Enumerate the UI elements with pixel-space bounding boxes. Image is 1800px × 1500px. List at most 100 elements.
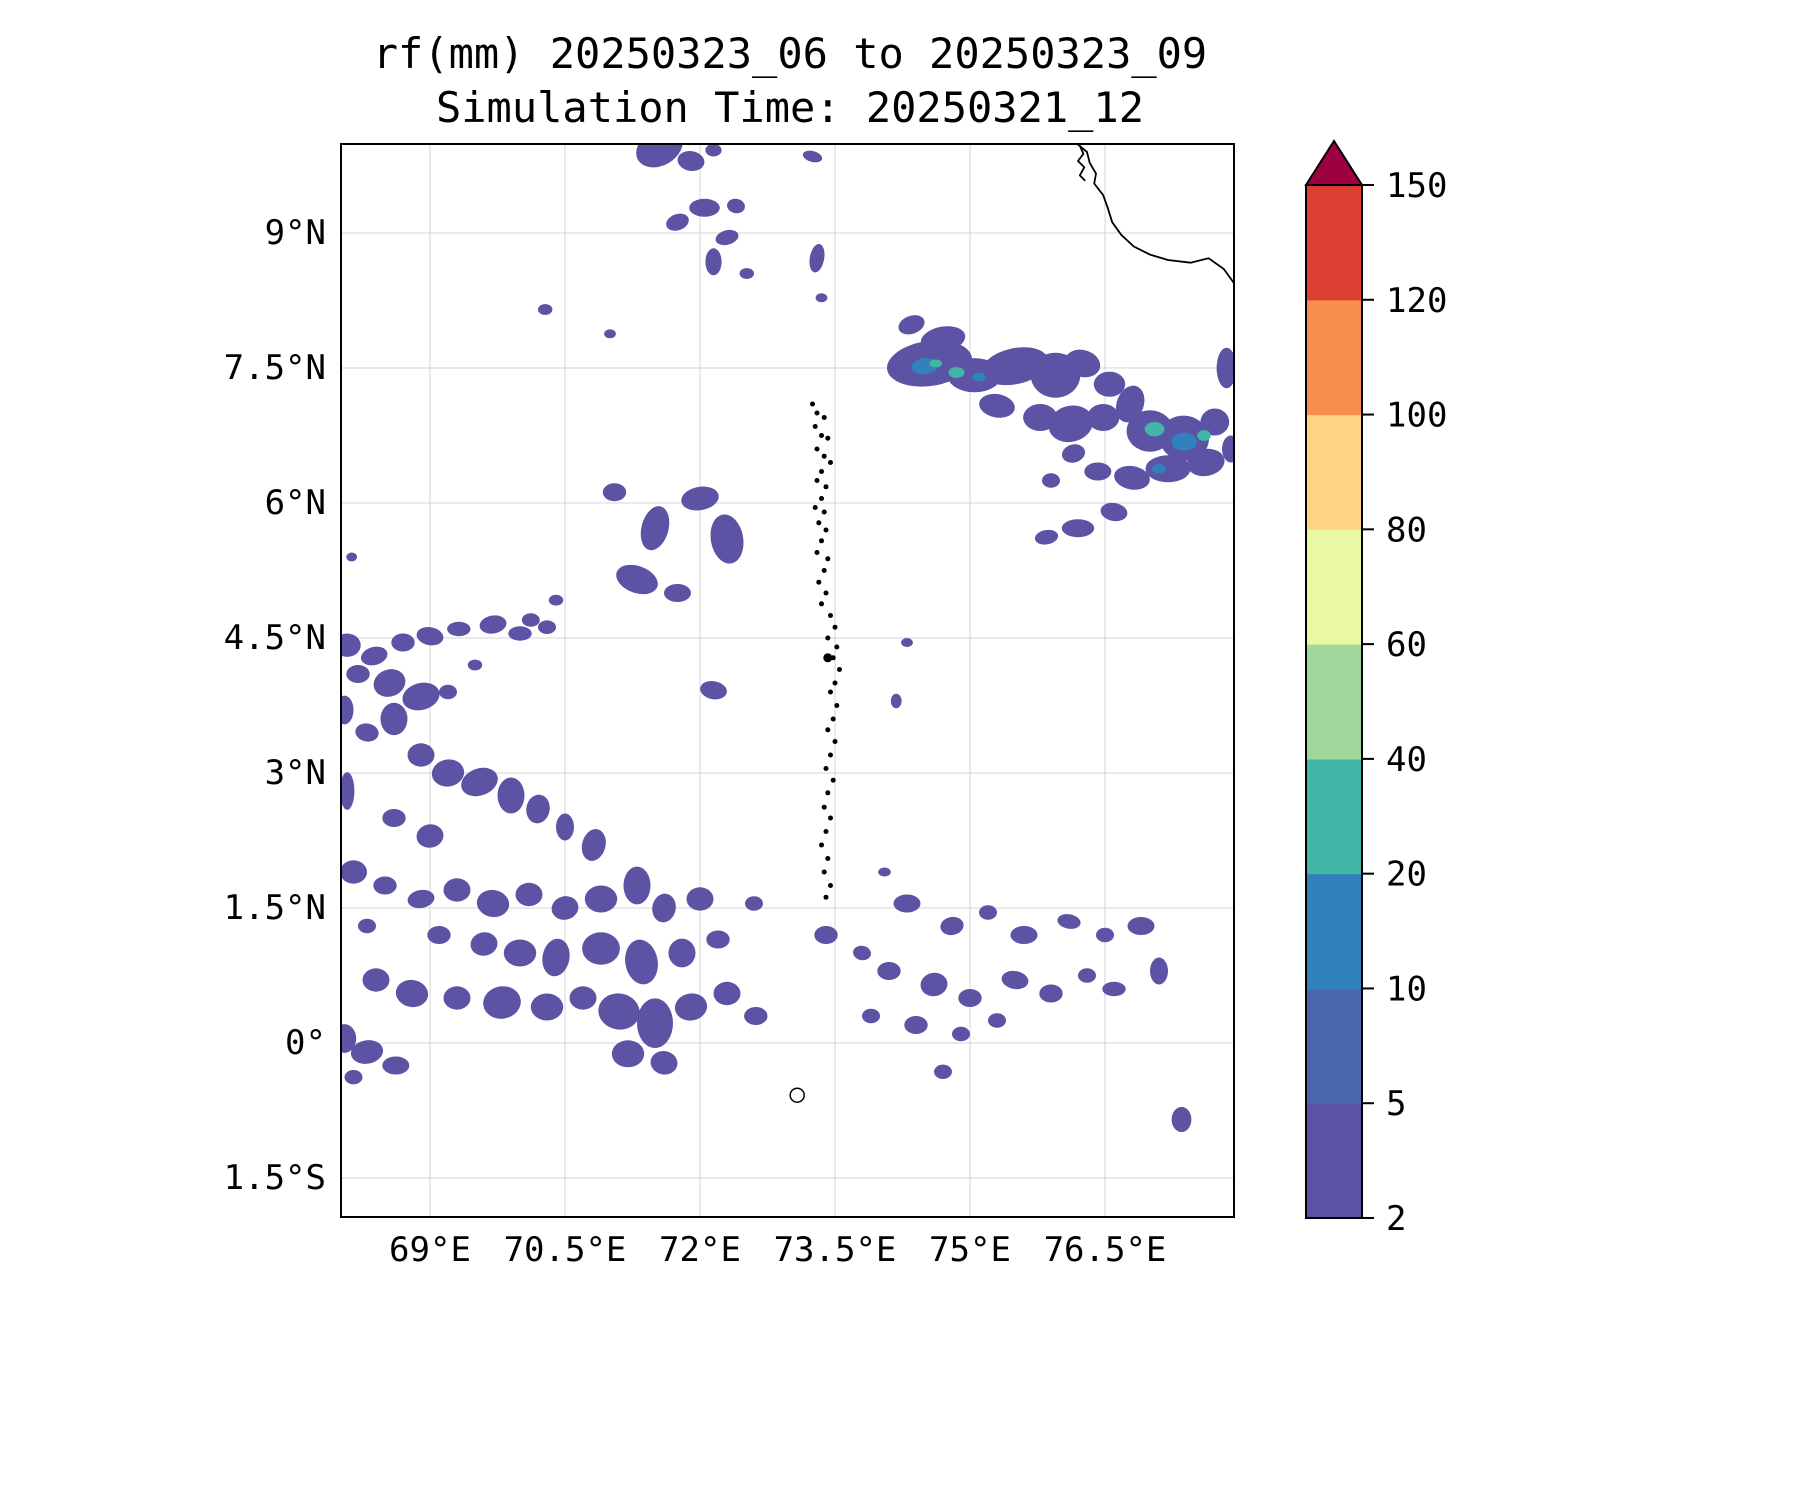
island-dot	[823, 766, 829, 771]
rain-patch	[901, 638, 913, 647]
rain-patch	[483, 986, 521, 1019]
x-tick-label: 75°E	[929, 1230, 1011, 1270]
rain-patch	[439, 684, 457, 700]
rain-patch	[972, 372, 986, 382]
coastline	[1077, 145, 1086, 182]
x-tick-label: 76.5°E	[1043, 1230, 1167, 1270]
y-tick-label: 7.5°N	[223, 348, 326, 388]
colorbar-tick-label: 40	[1386, 740, 1427, 780]
rain-patch	[611, 1040, 645, 1068]
rain-patch	[715, 229, 739, 246]
rain-patch	[350, 1040, 384, 1064]
rain-patch	[952, 1026, 970, 1042]
rain-patch	[1216, 347, 1235, 389]
rain-patch	[346, 552, 358, 562]
island-dot	[821, 568, 827, 573]
island-dot	[828, 815, 833, 821]
colorbar-tick-label: 120	[1386, 281, 1447, 321]
rain-patch	[1042, 473, 1060, 488]
rain-patch	[713, 981, 741, 1006]
rain-patch	[1200, 408, 1230, 436]
y-tick-label: 6°N	[264, 483, 326, 523]
island-dot	[823, 527, 829, 533]
rain-patch	[467, 659, 483, 671]
x-tick-label: 72°E	[659, 1230, 741, 1270]
rain-patch	[515, 882, 543, 907]
rain-patch	[1093, 371, 1126, 397]
rain-patch	[340, 772, 355, 810]
rain-patch	[584, 885, 618, 913]
rain-patch	[744, 1007, 768, 1025]
rain-patch	[344, 1070, 363, 1085]
island-dot	[819, 496, 824, 501]
rain-patch	[988, 1013, 1006, 1028]
colorbar-tick-label: 2	[1386, 1199, 1406, 1239]
rain-patch	[705, 143, 722, 157]
rain-patch	[904, 1016, 928, 1034]
rain-patch	[948, 367, 965, 378]
island-dot	[819, 601, 824, 607]
island-dot	[832, 680, 838, 686]
rain-patch	[1064, 349, 1101, 378]
rain-patch	[1048, 405, 1094, 443]
rain-patch	[604, 329, 616, 339]
island-dot	[834, 644, 840, 650]
rain-patch	[1145, 455, 1191, 483]
colorbar: 2 5 10 20 40 60 80 100 120 150	[1304, 139, 1447, 1239]
rain-patch	[877, 962, 901, 980]
rain-patch	[710, 514, 744, 564]
island-dot	[816, 520, 822, 526]
island-dot	[816, 579, 822, 585]
y-tick-label: 1.5°S	[223, 1158, 326, 1198]
island-dot	[819, 433, 824, 438]
island-dot	[814, 410, 820, 416]
rain-patch	[461, 767, 498, 797]
rain-patch	[802, 150, 823, 163]
chart-title: rf(mm) 20250323_06 to 20250323_09	[372, 29, 1208, 78]
island-dot	[837, 667, 842, 672]
island-dot	[830, 777, 836, 783]
rain-patch	[355, 723, 379, 742]
island-dot	[821, 509, 827, 515]
rain-patch	[666, 213, 689, 231]
island-dot	[830, 716, 836, 722]
rain-patch	[447, 621, 471, 637]
island-dot	[825, 790, 831, 796]
rain-patch	[358, 918, 376, 934]
rain-patch	[407, 889, 435, 909]
rain-patch	[862, 1008, 880, 1024]
island-dot	[819, 469, 824, 474]
island-dot	[814, 550, 820, 555]
island-dot	[823, 590, 829, 596]
island-dot	[821, 415, 827, 420]
colorbar-outline	[1305, 184, 1363, 1219]
rain-patch	[705, 248, 722, 276]
colorbar-segment	[1306, 873, 1362, 990]
rain-patch	[1084, 462, 1112, 481]
colorbar-segment	[1306, 988, 1362, 1104]
rain-patch	[416, 627, 444, 646]
rain-patch	[664, 584, 691, 602]
rain-patch	[650, 1051, 678, 1075]
rain-patch	[340, 1024, 357, 1053]
colorbar-tick-label: 10	[1386, 969, 1427, 1009]
rain-patch	[1100, 502, 1128, 522]
rain-patch	[569, 986, 597, 1010]
colorbar-segment	[1306, 414, 1362, 530]
rain-patch	[542, 938, 570, 977]
rain-patch	[556, 813, 574, 841]
rain-patch	[427, 926, 451, 944]
rain-patch	[402, 682, 440, 711]
island-dot	[828, 689, 833, 695]
rain-patch	[476, 889, 510, 918]
rain-patch	[479, 615, 507, 634]
rain-patch	[637, 998, 673, 1048]
island-dot	[825, 727, 831, 733]
rain-patch	[677, 150, 705, 172]
colorbar-segment	[1306, 1103, 1362, 1219]
island-dot	[832, 624, 838, 630]
rain-patch	[1057, 914, 1081, 929]
rain-patch	[700, 681, 727, 700]
island-dot	[828, 460, 833, 465]
